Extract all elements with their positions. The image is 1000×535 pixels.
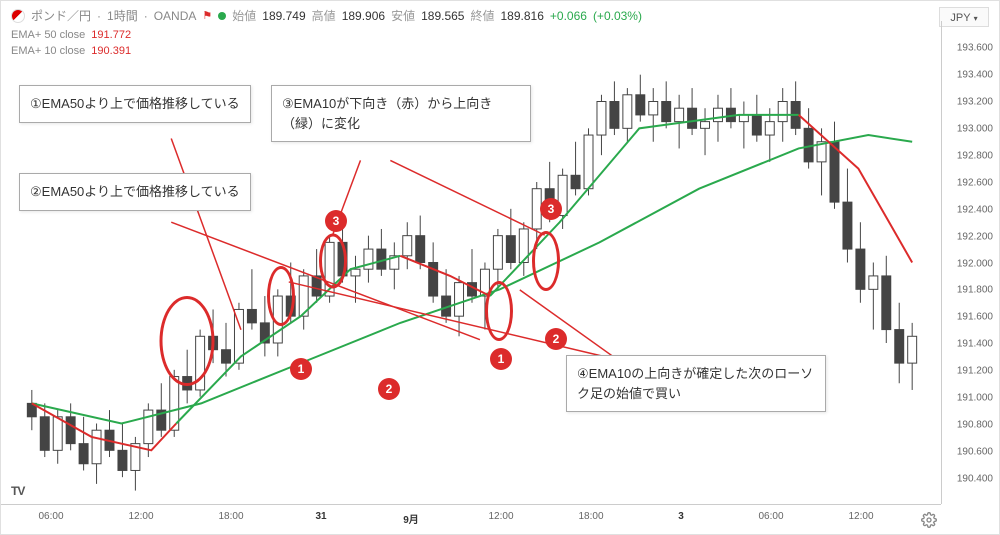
x-tick: 31 bbox=[315, 511, 326, 522]
y-tick: 191.400 bbox=[957, 339, 993, 350]
x-tick: 18:00 bbox=[218, 511, 243, 522]
highlight-ring bbox=[319, 234, 347, 289]
x-axis[interactable]: 06:00 12:00 18:00 31 9月 12:00 18:00 3 06:00 12:00 bbox=[1, 504, 941, 534]
y-axis[interactable]: 193.600 193.400 193.200 193.000 192.800 192.6… bbox=[941, 21, 999, 504]
tradingview-logo[interactable]: TV bbox=[11, 484, 24, 498]
number-marker: 3 bbox=[325, 210, 347, 232]
callout-box: ①EMA50より上で価格推移している bbox=[19, 85, 251, 123]
chart-container: ポンド／円 · 1時間 · OANDA ⚑ 始値189.749 高値189.90… bbox=[0, 0, 1000, 535]
number-marker: 2 bbox=[545, 328, 567, 350]
y-tick: 191.000 bbox=[957, 393, 993, 404]
y-tick: 193.000 bbox=[957, 123, 993, 134]
highlight-ring bbox=[160, 296, 215, 386]
y-tick: 191.600 bbox=[957, 312, 993, 323]
gear-icon[interactable] bbox=[921, 512, 937, 528]
y-tick: 190.800 bbox=[957, 420, 993, 431]
callout-box: ③EMA10が下向き（赤）から上向き（緑）に変化 bbox=[271, 85, 531, 142]
x-tick: 12:00 bbox=[128, 511, 153, 522]
y-tick: 191.200 bbox=[957, 366, 993, 377]
x-tick: 12:00 bbox=[488, 511, 513, 522]
x-tick: 06:00 bbox=[38, 511, 63, 522]
y-tick: 192.200 bbox=[957, 231, 993, 242]
y-tick: 192.400 bbox=[957, 204, 993, 215]
y-tick: 192.800 bbox=[957, 150, 993, 161]
number-marker: 1 bbox=[290, 358, 312, 380]
y-tick: 193.400 bbox=[957, 69, 993, 80]
y-tick: 192.000 bbox=[957, 258, 993, 269]
number-marker: 3 bbox=[540, 198, 562, 220]
x-tick: 12:00 bbox=[848, 511, 873, 522]
x-tick: 3 bbox=[678, 511, 684, 522]
y-tick: 190.400 bbox=[957, 474, 993, 485]
x-tick: 9月 bbox=[403, 511, 419, 526]
y-tick: 193.200 bbox=[957, 96, 993, 107]
y-tick: 193.600 bbox=[957, 42, 993, 53]
y-tick: 190.600 bbox=[957, 447, 993, 458]
x-tick: 18:00 bbox=[578, 511, 603, 522]
x-tick: 06:00 bbox=[758, 511, 783, 522]
number-marker: 2 bbox=[378, 378, 400, 400]
y-tick: 191.800 bbox=[957, 285, 993, 296]
callout-box: ②EMA50より上で価格推移している bbox=[19, 173, 251, 211]
highlight-ring bbox=[532, 231, 560, 291]
y-tick: 192.600 bbox=[957, 177, 993, 188]
highlight-ring bbox=[267, 266, 295, 326]
number-marker: 1 bbox=[490, 348, 512, 370]
market-status-icon bbox=[218, 12, 226, 20]
callout-box: ④EMA10の上向きが確定した次のローソク足の始値で買い bbox=[566, 355, 826, 412]
highlight-ring bbox=[485, 281, 513, 341]
